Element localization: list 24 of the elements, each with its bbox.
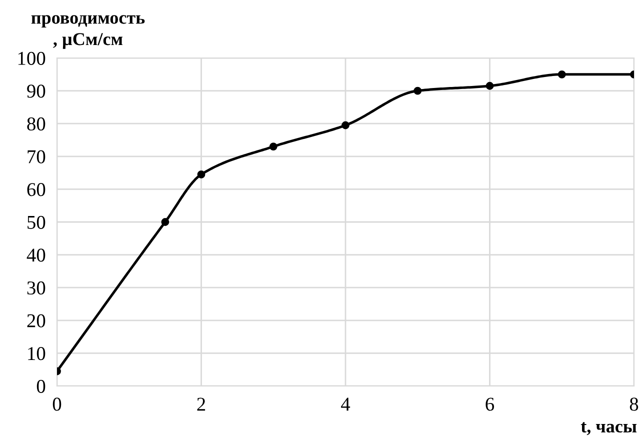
point — [486, 82, 494, 90]
x-tick-label: 6 — [486, 398, 494, 411]
x-tick-label: 4 — [341, 398, 350, 411]
point — [342, 121, 350, 130]
x-tick-label: 0 — [52, 398, 62, 411]
y-tick-label: 40 — [26, 248, 46, 262]
y-tick-label: 50 — [28, 216, 46, 229]
point — [197, 170, 206, 178]
x-tick-label: 8 — [630, 398, 638, 411]
y-tick-label: 100 — [18, 52, 46, 65]
y-tick-label: 20 — [27, 314, 46, 328]
y-tick-label: 0 — [36, 380, 46, 393]
point — [269, 142, 278, 151]
y-tick-label: 80 — [27, 117, 46, 131]
y-tick-label: 90 — [27, 84, 46, 98]
y-tick-label: 60 — [27, 183, 46, 196]
y-tick-label: 70 — [28, 150, 46, 164]
y-tick-label: 10 — [28, 347, 46, 360]
x-axis-title: t, часы — [580, 422, 637, 436]
point — [414, 86, 422, 95]
point — [558, 70, 566, 78]
y-tick-label: 30 — [27, 281, 46, 295]
y-axis-title: проводимость , µСм/см — [31, 15, 145, 49]
x-tick-label: 2 — [197, 398, 206, 411]
